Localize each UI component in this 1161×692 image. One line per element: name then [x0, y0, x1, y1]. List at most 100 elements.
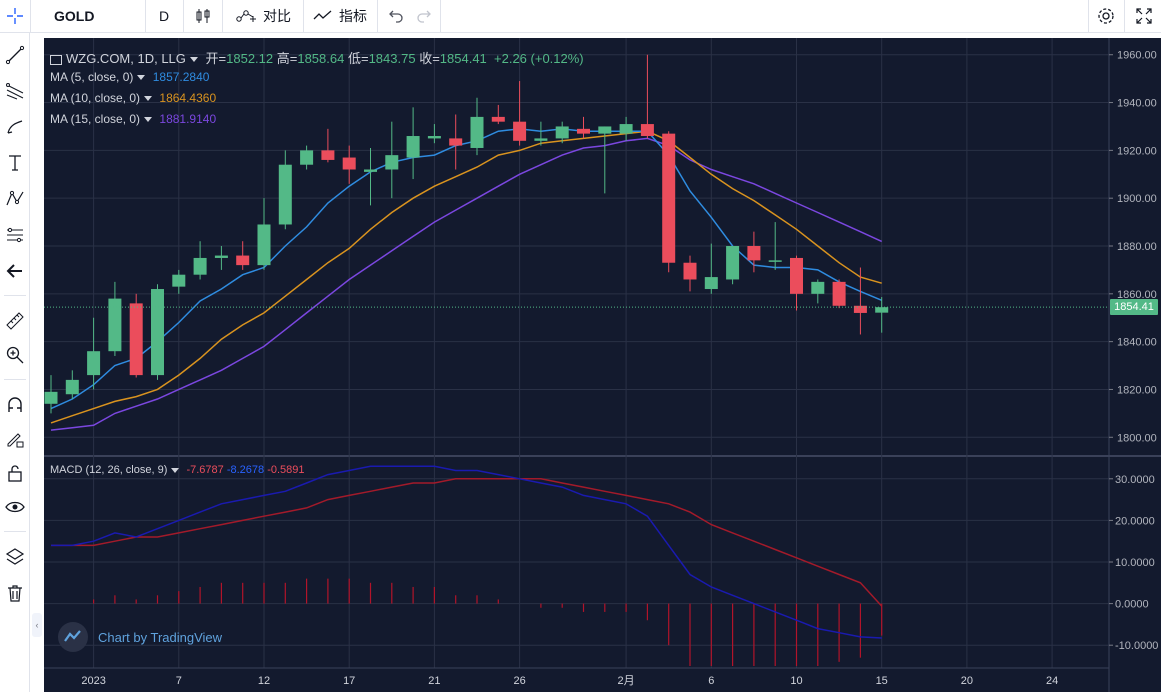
candle: [406, 107, 420, 180]
candle-body: [172, 274, 186, 287]
candle: [342, 145, 356, 184]
change-value: +2.26 (+0.12%): [494, 51, 584, 66]
macd-tick-label: -10.0000: [1115, 640, 1158, 652]
chevron-down-icon[interactable]: [189, 57, 198, 63]
candle-body: [236, 255, 250, 266]
visibility-tool[interactable]: [3, 495, 27, 519]
settings-button[interactable]: [1092, 0, 1120, 32]
candles: [44, 54, 889, 414]
candle: [768, 222, 782, 270]
candle-body: [406, 136, 420, 158]
candle-body: [427, 136, 441, 139]
candle: [534, 121, 548, 146]
macd-line: [51, 465, 882, 639]
compare-button[interactable]: 对比: [223, 0, 303, 32]
macd-legend[interactable]: MACD (12, 26, close, 9) -7.6787 -8.2678 …: [50, 464, 305, 476]
candle: [65, 370, 79, 400]
candle: [236, 241, 250, 270]
object-tree-tool[interactable]: [3, 545, 27, 569]
indicators-button[interactable]: 指标: [304, 0, 376, 32]
indicators-label: 指标: [339, 8, 367, 24]
chevron-down-icon[interactable]: [144, 96, 153, 102]
brush-icon: [7, 120, 23, 134]
legend-collapse-icon[interactable]: [50, 54, 62, 65]
back-tool[interactable]: [3, 259, 27, 283]
candle: [832, 279, 846, 309]
prediction-tool[interactable]: [3, 223, 27, 247]
time-tick-label: 6: [708, 675, 714, 687]
candle-body: [278, 164, 292, 225]
low-label: 低=: [347, 51, 369, 66]
chart-canvas[interactable]: 1800.00 1820.00 1840.00 1860.00 1880.00 1900.…: [44, 38, 1161, 692]
price-tick-label: 1940.00: [1117, 98, 1157, 110]
ruler-tool[interactable]: [3, 309, 27, 333]
time-tick-label: 26: [513, 675, 525, 687]
layers-icon: [5, 548, 25, 565]
ma15-legend[interactable]: MA (15, close, 0) 1881.9140: [50, 112, 216, 126]
chevron-down-icon[interactable]: [171, 467, 180, 473]
candle: [257, 198, 271, 270]
lock-tool[interactable]: [3, 461, 27, 485]
candle-body: [129, 303, 143, 376]
brush-tool[interactable]: [3, 115, 27, 139]
fullscreen-button[interactable]: [1130, 0, 1158, 32]
price-tick-label: 1960.00: [1117, 50, 1157, 62]
close-value: 1854.41: [439, 51, 487, 66]
fib-tool[interactable]: [3, 79, 27, 103]
pattern-tool[interactable]: [3, 187, 27, 211]
candle-body: [385, 155, 399, 170]
eye-icon: [5, 501, 25, 513]
grid: [44, 38, 1161, 668]
candle-body: [768, 260, 782, 262]
candle-body: [619, 124, 633, 134]
candle: [598, 126, 612, 194]
trend-line-tool[interactable]: [3, 43, 27, 67]
macd-signal-value: -0.5891: [267, 464, 305, 476]
candle: [364, 147, 377, 206]
pencil-lock-icon: [7, 433, 24, 448]
candle: [87, 317, 101, 390]
macd-tick-label: 0.0000: [1115, 599, 1149, 611]
text-tool[interactable]: [3, 151, 27, 175]
macd-tick-label: 20.0000: [1115, 515, 1155, 527]
close-label: 收=: [419, 51, 440, 66]
candle-body: [151, 289, 164, 376]
magnet-tool[interactable]: [3, 393, 27, 417]
candle-body: [598, 126, 612, 134]
chart-style-button[interactable]: [184, 0, 222, 32]
chevron-down-icon[interactable]: [144, 117, 153, 123]
time-tick-label: 7: [176, 675, 182, 687]
legend-title[interactable]: WZG.COM, 1D, LLG: [66, 51, 186, 66]
interval-button[interactable]: D: [146, 0, 182, 32]
tradingview-watermark[interactable]: Chart by TradingView: [58, 622, 222, 652]
stay-drawing-tool[interactable]: [3, 427, 27, 451]
candle-body: [790, 257, 803, 294]
crosshair-icon[interactable]: [0, 0, 30, 32]
symbol-search[interactable]: GOLD: [54, 0, 144, 32]
candle-body: [811, 281, 825, 294]
chevron-down-icon[interactable]: [137, 75, 146, 81]
ma5-legend[interactable]: MA (5, close, 0) 1857.2840: [50, 70, 209, 84]
candle: [577, 116, 590, 139]
collapse-handle[interactable]: ‹: [32, 613, 42, 637]
undo-button[interactable]: [384, 0, 408, 32]
prediction-icon: [7, 227, 23, 243]
ma10-legend[interactable]: MA (10, close, 0) 1864.4360: [50, 91, 216, 105]
open-value: 1852.12: [226, 51, 274, 66]
candle: [875, 297, 889, 333]
candle: [491, 104, 505, 125]
interval-label: D: [158, 8, 170, 24]
ma5-label: MA (5, close, 0): [50, 70, 134, 84]
redo-button[interactable]: [412, 0, 436, 32]
time-tick-label: 2月: [618, 675, 635, 687]
time-tick-label: 21: [428, 675, 440, 687]
delete-tool[interactable]: [3, 581, 27, 605]
macd-label: MACD (12, 26, close, 9): [50, 464, 168, 476]
trash-icon: [8, 585, 22, 602]
candle: [108, 281, 122, 356]
zoom-tool[interactable]: [3, 343, 27, 367]
compare-icon: [236, 10, 256, 22]
open-label: 开=: [205, 51, 227, 66]
indicators-icon: [313, 10, 332, 20]
chart-area[interactable]: 1800.00 1820.00 1840.00 1860.00 1880.00 1900.…: [44, 38, 1161, 692]
